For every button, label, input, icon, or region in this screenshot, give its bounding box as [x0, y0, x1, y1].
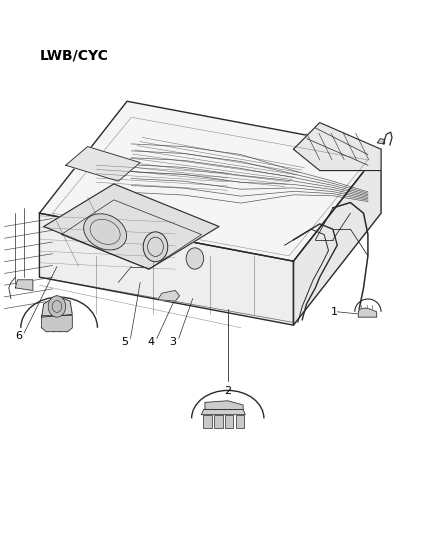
Polygon shape [158, 290, 180, 301]
Bar [203, 415, 212, 428]
Ellipse shape [84, 214, 127, 250]
Polygon shape [44, 184, 219, 269]
Circle shape [143, 232, 168, 262]
Polygon shape [15, 280, 33, 290]
Text: LWB/CYC: LWB/CYC [39, 49, 108, 63]
Polygon shape [66, 147, 140, 181]
Bar [236, 415, 244, 428]
Polygon shape [358, 308, 377, 317]
Text: 3: 3 [170, 337, 177, 347]
Polygon shape [205, 401, 243, 409]
Polygon shape [293, 123, 381, 171]
Circle shape [48, 296, 66, 317]
Polygon shape [201, 409, 245, 415]
Polygon shape [39, 101, 381, 261]
Polygon shape [39, 213, 293, 325]
Text: 1: 1 [331, 307, 338, 317]
Text: 2: 2 [224, 386, 231, 397]
Polygon shape [42, 296, 72, 317]
Polygon shape [42, 316, 72, 332]
Polygon shape [378, 139, 385, 144]
Polygon shape [293, 149, 381, 325]
Circle shape [186, 248, 204, 269]
Text: 4: 4 [148, 337, 155, 347]
Text: 6: 6 [15, 331, 22, 341]
Bar [214, 415, 223, 428]
Text: 5: 5 [121, 337, 128, 347]
Bar [225, 415, 233, 428]
